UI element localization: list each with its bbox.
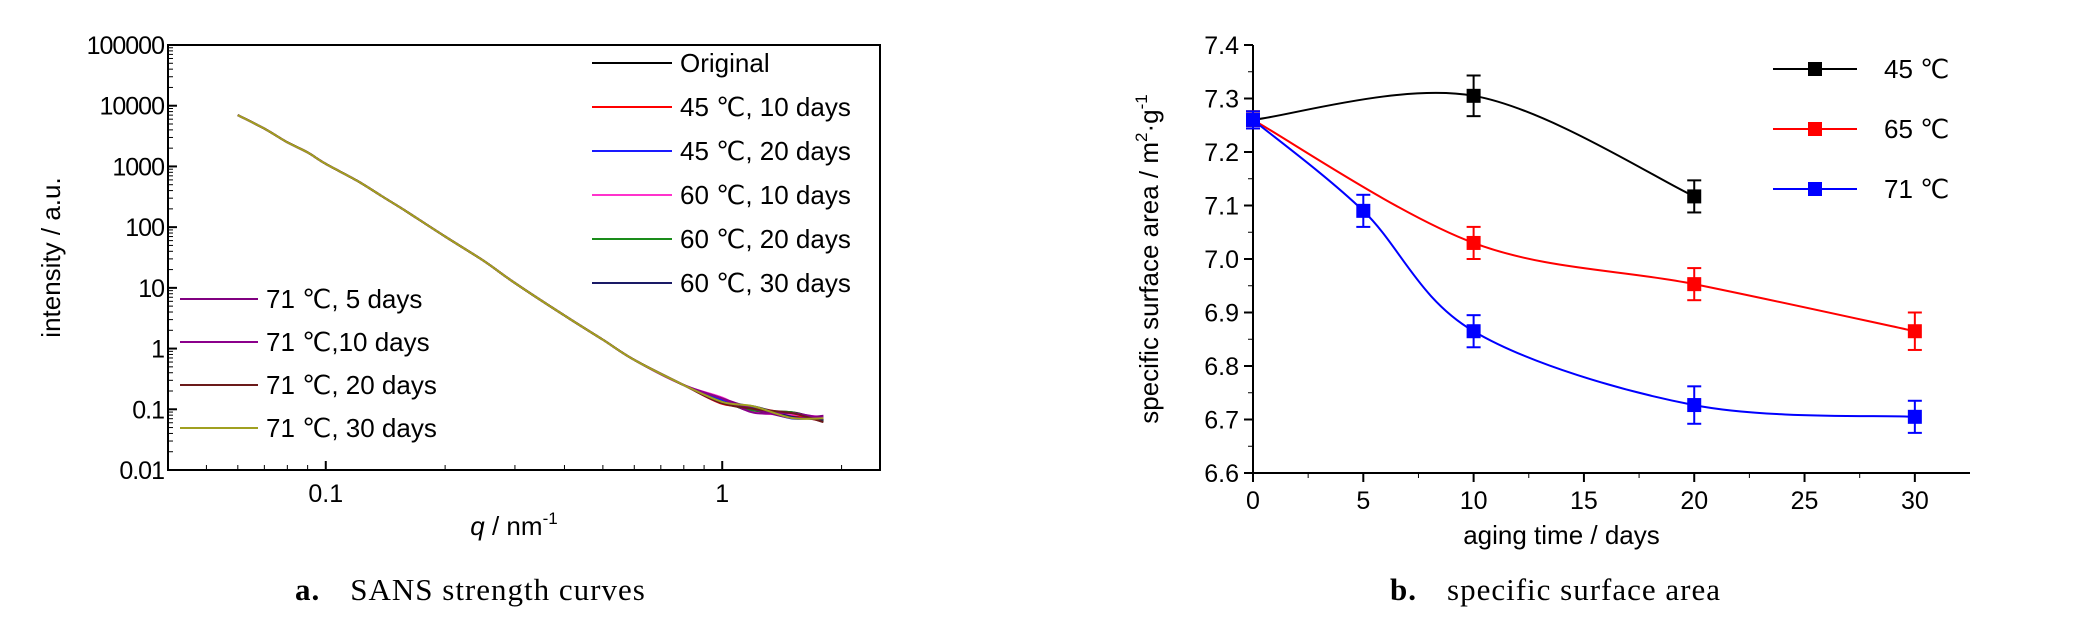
y-tick-label: 6.9 [1204,300,1239,328]
legend-label: 71 ℃, 5 days [266,284,422,314]
y-tick-label: 7.2 [1204,139,1239,167]
legend-marker [1808,62,1822,76]
specific-surface-area-chart: 6.6 6.7 6.8 6.9 7.0 7.1 7.2 7.3 7.4 0 5 10 15 20 25 30 a… [1132,32,1970,550]
legend-label: 71 ℃,10 days [266,327,430,357]
data-point [1466,88,1481,103]
data-point [1356,203,1371,218]
y-tick-label: 7.1 [1204,193,1239,221]
y-tick-label: 0.1 [132,396,164,424]
x-axis-symbol: q [470,511,485,541]
y-tick-label: 100 [125,214,164,242]
y-tick-label: 7.3 [1204,86,1239,114]
x-tick-label: 20 [1680,487,1708,515]
data-point [1907,409,1922,424]
y-axis-sup1: 2 [1132,133,1151,142]
plot-frame [167,44,881,471]
legend-label: 45 ℃, 10 days [680,92,851,122]
y-tick-label: 100000 [87,32,165,60]
series-line-9 [237,114,824,420]
legend-marker [1808,122,1822,136]
y-axis-mid: ·g [1134,109,1164,132]
y-axis-title: specific surface area / m2·g-1 [1132,94,1164,424]
data-point [1687,277,1702,292]
y-tick-label: 10000 [99,93,164,121]
legend-label: 45 ℃, 20 days [680,136,851,166]
legend-label: 60 ℃, 10 days [680,180,851,210]
panel-b: 6.6 6.7 6.8 6.9 7.0 7.1 7.2 7.3 7.4 0 5 10 15 20 25 30 a… [1000,0,2074,631]
series-curve-2 [1252,119,1915,418]
y-tick-label: 7.4 [1204,32,1239,60]
caption-b-text: specific surface area [1447,572,1721,607]
legend-label: 45 ℃ [1884,54,1949,84]
y-tick-label: 6.8 [1204,353,1239,381]
y-axis-sup2: -1 [1132,94,1151,109]
legend-label: 65 ℃ [1884,114,1949,144]
legend-label: 60 ℃, 30 days [680,268,851,298]
y-tick-label: 10 [138,275,164,303]
legend-label: 71 ℃ [1884,174,1949,204]
x-tick-label: 30 [1901,487,1929,515]
data-point [1687,189,1702,204]
x-tick-label: 15 [1570,487,1598,515]
legend-marker [1808,182,1822,196]
x-axis-title: q / nm-1 [470,509,557,541]
sans-strength-chart: 0.01 0.1 1 10 100 1000 10000 100000 0.1 1 q / nm-1… [36,32,881,541]
data-point [1466,324,1481,339]
y-tick-label: 1 [151,336,164,364]
y-tick-label: 7.0 [1204,246,1239,274]
y-tick-label: 6.7 [1204,407,1239,435]
legend-label: 60 ℃, 20 days [680,224,851,254]
x-tick-label: 25 [1791,487,1819,515]
legend-label: Original [680,48,770,78]
x-tick-label: 0.1 [308,480,343,508]
legend-label: 71 ℃, 20 days [266,370,437,400]
y-tick-label: 0.01 [119,457,164,485]
x-tick-label: 10 [1460,487,1488,515]
y-axis-text: specific surface area / m [1134,142,1164,424]
y-tick-label: 1000 [112,153,164,181]
caption-a-letter: a. [295,572,321,607]
caption-a-text: SANS strength curves [350,572,646,607]
caption-b-letter: b. [1390,572,1417,607]
x-tick-label: 5 [1356,487,1370,515]
panel-a: 0.01 0.1 1 10 100 1000 10000 100000 0.1 1 q / nm-1… [0,0,1000,631]
data-point [1466,235,1481,250]
data-point [1907,324,1922,339]
data-point [1246,112,1260,127]
caption-b: b. specific surface area [1390,572,1721,608]
series-curve-1 [1252,119,1916,333]
legend-label: 71 ℃, 30 days [266,413,437,443]
x-axis-title: aging time / days [1463,520,1660,550]
y-tick-label: 6.6 [1204,460,1239,488]
x-axis-unit: / nm [485,511,543,541]
y-axis-title: intensity / a.u. [36,177,66,337]
x-axis-exp: -1 [543,509,558,528]
caption-a: a. SANS strength curves [295,572,646,608]
x-tick-label: 1 [715,480,729,508]
x-tick-label: 0 [1246,487,1260,515]
data-point [1687,398,1702,413]
